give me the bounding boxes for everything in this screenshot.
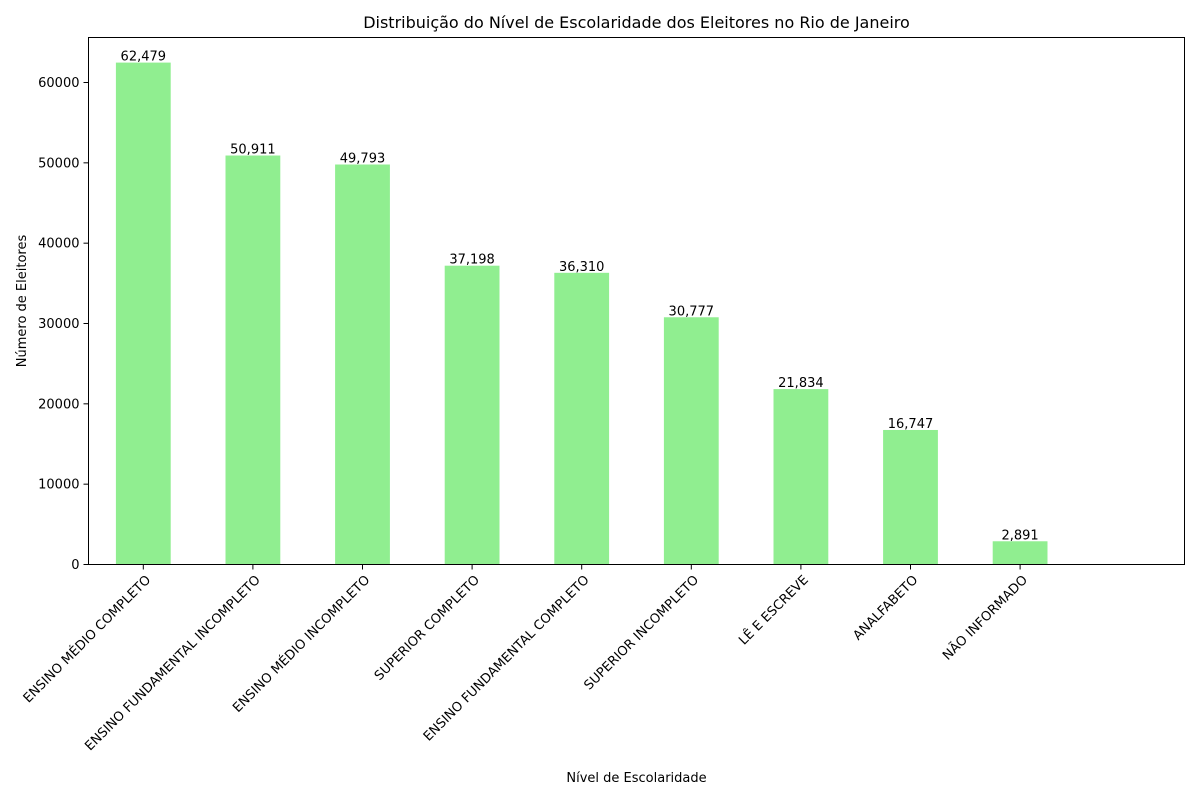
x-axis-label: Nível de Escolaridade: [566, 771, 706, 786]
bar: [992, 541, 1048, 565]
bar: [115, 62, 171, 565]
y-axis-label: Número de Eleitores: [15, 235, 30, 368]
bar: [225, 155, 281, 565]
x-tick-label: LÊ E ESCREVE: [735, 572, 811, 648]
bar: [444, 265, 500, 565]
plot-frame: [88, 37, 1185, 565]
data-label: 36,310: [559, 260, 605, 275]
bar: [883, 429, 938, 565]
data-labels-layer: 62,479 50,911 49,793 37,198 36,310 30,777 21,8…: [121, 50, 1039, 544]
data-label: 62,479: [121, 50, 167, 65]
y-axis: 0 10000 20000 30000 40000 50000 60000: [38, 76, 89, 573]
data-label: 49,793: [340, 152, 386, 167]
chart-title: Distribuição do Nível de Escolaridade do…: [363, 13, 910, 32]
data-label: 50,911: [230, 143, 276, 158]
data-label: 30,777: [669, 304, 715, 319]
y-tick-label: 60000: [38, 76, 79, 91]
y-tick-label: 40000: [38, 237, 79, 252]
x-tick-label: ANALFABETO: [850, 573, 921, 644]
data-label: 21,834: [778, 376, 824, 391]
bar: [773, 389, 829, 565]
x-tick-label: ENSINO MÉDIO COMPLETO: [20, 572, 154, 706]
bar: [663, 317, 719, 565]
data-label: 16,747: [888, 417, 934, 432]
data-label: 37,198: [449, 253, 495, 268]
y-tick-label: 10000: [38, 478, 79, 493]
bars-layer: [115, 62, 1048, 565]
x-tick-label: SUPERIOR COMPLETO: [372, 573, 483, 684]
y-tick-label: 30000: [38, 317, 79, 332]
x-tick-label: ENSINO FUNDAMENTAL INCOMPLETO: [82, 573, 263, 754]
bar: [554, 272, 610, 565]
bar: [335, 164, 390, 565]
x-tick-label: SUPERIOR INCOMPLETO: [581, 573, 702, 694]
data-label: 2,891: [1001, 528, 1038, 543]
y-tick-label: 50000: [38, 156, 79, 171]
y-tick-label: 0: [71, 558, 79, 573]
x-tick-label: NÃO INFORMADO: [939, 572, 1031, 664]
y-tick-label: 20000: [38, 397, 79, 412]
